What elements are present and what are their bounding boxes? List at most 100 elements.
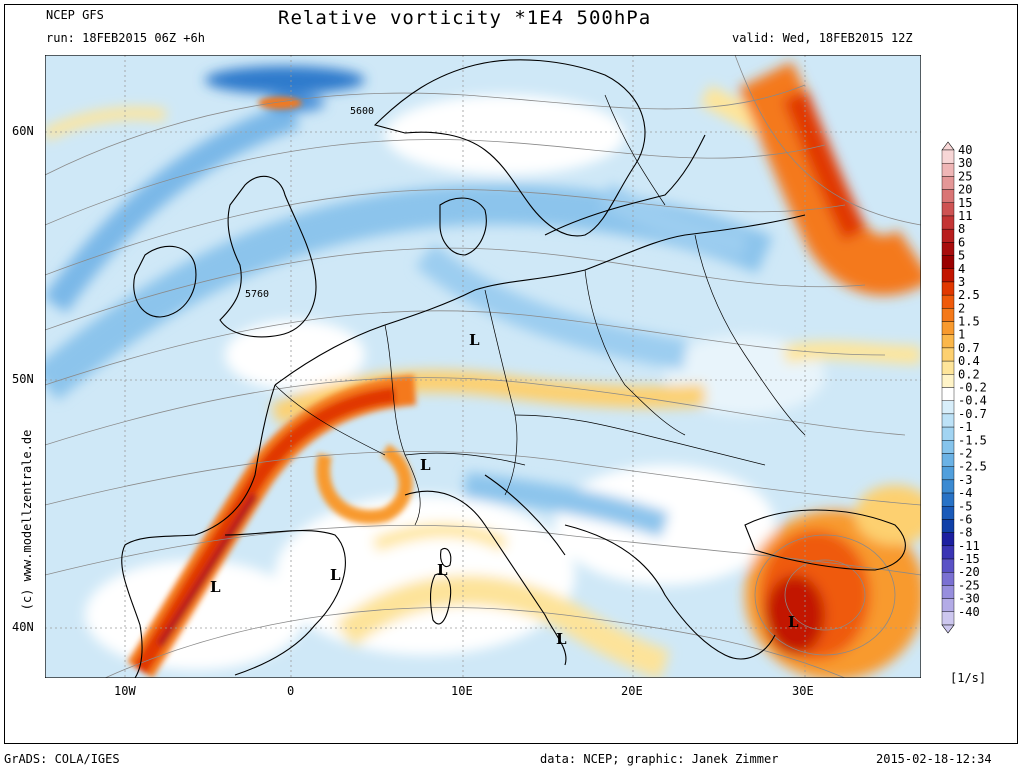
- colorbar-swatch: [941, 440, 955, 454]
- low-marker: L: [788, 613, 799, 631]
- colorbar-swatch: [941, 294, 955, 309]
- colorbar-swatch: [941, 492, 955, 507]
- colorbar-tick-label: 20: [958, 183, 972, 197]
- colorbar-tick-label: -6: [958, 512, 972, 526]
- colorbar-tick-label: -20: [958, 565, 980, 579]
- low-marker: L: [556, 630, 567, 648]
- side-credit: (c) www.modellzentrale.de: [20, 429, 34, 611]
- colorbar-swatch: [941, 189, 955, 203]
- colorbar-swatch: [941, 215, 955, 230]
- colorbar-tick-label: 1: [958, 328, 965, 342]
- colorbar-swatch: [941, 598, 955, 613]
- colorbar-swatch: [941, 466, 955, 481]
- colorbar-swatch: [941, 558, 955, 573]
- colorbar-swatch: [941, 360, 955, 375]
- colorbar-tick-label: -0.2: [958, 381, 987, 395]
- colorbar-tick-label: 0.4: [958, 354, 980, 368]
- figure-frame: [4, 4, 1018, 744]
- low-marker: L: [330, 566, 341, 584]
- footer-credit: data: NCEP; graphic: Janek Zimmer: [540, 752, 779, 766]
- colorbar-tick-label: -11: [958, 539, 980, 553]
- lon-label: 30E: [792, 684, 814, 698]
- colorbar-swatch: [941, 479, 955, 494]
- lat-label: 60N: [12, 124, 34, 138]
- colorbar-tick-label: -2.5: [958, 460, 987, 474]
- colorbar-swatch: [941, 519, 955, 533]
- colorbar-tick-label: 3: [958, 275, 965, 289]
- colorbar-tick-label: -3: [958, 473, 972, 487]
- colorbar-swatch: [941, 611, 955, 626]
- valid-time: valid: Wed, 18FEB2015 12Z: [732, 31, 913, 45]
- low-marker: L: [420, 456, 431, 474]
- colorbar-tick-label: 6: [958, 235, 965, 249]
- colorbar-tick-label: -30: [958, 592, 980, 606]
- colorbar-swatch: [941, 426, 955, 441]
- colorbar-swatch: [941, 545, 955, 560]
- colorbar-tick-label: 25: [958, 169, 972, 183]
- colorbar-swatch: [941, 387, 955, 401]
- colorbar: 403025201511865432.521.510.70.40.2-0.2-0…: [941, 141, 987, 634]
- vorticity-map: 5600 5760 L L L L L L L: [45, 55, 921, 678]
- colorbar-tick-label: -0.7: [958, 407, 987, 421]
- lon-label: 10W: [114, 684, 136, 698]
- colorbar-tick-label: 5: [958, 249, 965, 263]
- colorbar-swatch: [941, 268, 955, 283]
- contour-label: 5600: [350, 106, 374, 117]
- colorbar-swatch: [941, 176, 955, 190]
- colorbar-swatch: [941, 374, 955, 388]
- colorbar-tick-label: 2: [958, 301, 965, 315]
- lat-label: 50N: [12, 372, 34, 386]
- graticule: [45, 55, 921, 678]
- colorbar-swatch: [941, 347, 955, 362]
- coastlines: [121, 59, 906, 678]
- colorbar-swatch: [941, 334, 955, 349]
- page-title: Relative vorticity *1E4 500hPa: [278, 7, 652, 29]
- colorbar-tick-label: -25: [958, 578, 980, 592]
- lon-label: 0: [287, 684, 295, 698]
- height-contours: [45, 55, 921, 678]
- colorbar-tick-label: -40: [958, 605, 980, 619]
- colorbar-cap-bottom: [941, 624, 955, 634]
- low-marker: L: [437, 561, 448, 579]
- colorbar-tick-label: -5: [958, 499, 972, 513]
- colorbar-swatch: [941, 149, 955, 164]
- colorbar-tick-label: -0.4: [958, 394, 987, 408]
- colorbar-tick-label: -1.5: [958, 433, 987, 447]
- colorbar-swatch: [941, 228, 955, 243]
- colorbar-swatch: [941, 585, 955, 599]
- colorbar-tick-label: 2.5: [958, 288, 980, 302]
- colorbar-tick-label: -15: [958, 552, 980, 566]
- lat-label: 40N: [12, 620, 34, 634]
- colorbar-tick-label: -4: [958, 486, 972, 500]
- country-borders: [274, 94, 806, 526]
- colorbar-swatch: [941, 281, 955, 296]
- colorbar-swatch: [941, 255, 955, 269]
- colorbar-swatch: [941, 532, 955, 547]
- colorbar-swatch: [941, 242, 955, 256]
- colorbar-swatch: [941, 308, 955, 322]
- contour-label: 5760: [245, 289, 269, 300]
- colorbar-swatch: [941, 162, 955, 177]
- colorbar-tick-label: 30: [958, 156, 972, 170]
- colorbar-cap-top: [941, 141, 955, 151]
- colorbar-tick-label: -1: [958, 420, 972, 434]
- colorbar-tick-label: 0.7: [958, 341, 980, 355]
- footer-timestamp: 2015-02-18-12:34: [876, 752, 992, 766]
- colorbar-swatch: [941, 453, 955, 467]
- low-marker: L: [469, 331, 480, 349]
- colorbar-swatch: [941, 413, 955, 428]
- footer-software: GrADS: COLA/IGES: [4, 752, 120, 766]
- colorbar-tick-label: 1.5: [958, 315, 980, 329]
- colorbar-tick-label: 0.2: [958, 367, 980, 381]
- colorbar-tick-label: 8: [958, 222, 965, 236]
- low-marker: L: [210, 578, 221, 596]
- colorbar-swatch: [941, 506, 955, 520]
- colorbar-swatch: [941, 321, 955, 335]
- colorbar-tick-label: 11: [958, 209, 972, 223]
- colorbar-tick-label: 4: [958, 262, 965, 276]
- lon-label: 20E: [621, 684, 643, 698]
- colorbar-swatch: [941, 202, 955, 217]
- colorbar-tick-label: -8: [958, 526, 972, 540]
- colorbar-tick-label: 40: [958, 143, 972, 157]
- lon-label: 10E: [451, 684, 473, 698]
